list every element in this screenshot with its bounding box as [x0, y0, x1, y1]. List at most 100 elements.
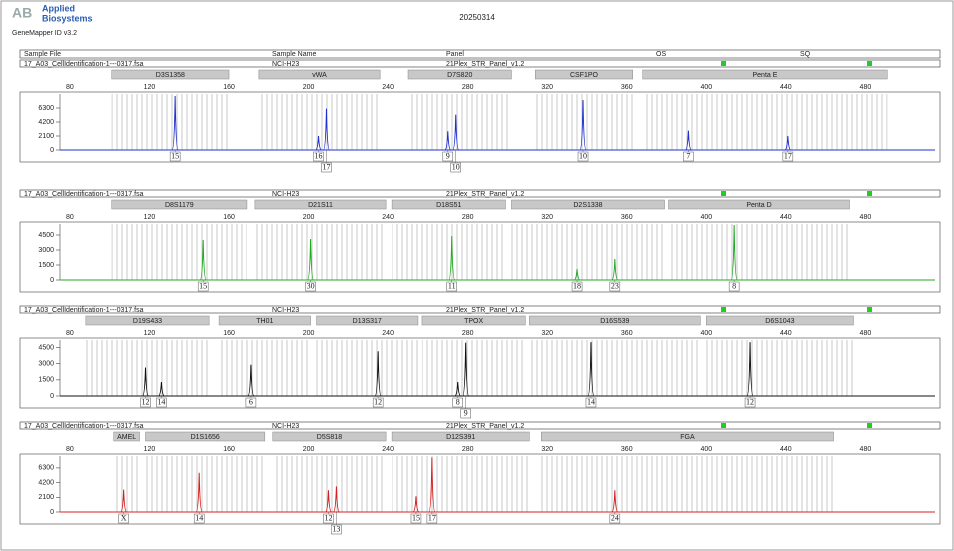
peak: [374, 351, 382, 397]
bin-area: [421, 340, 526, 396]
x-tick-label: 120: [144, 330, 156, 337]
bin-area: [254, 224, 387, 280]
info-row: [19, 421, 941, 430]
marker-name: TH01: [256, 318, 273, 325]
plot-frame: [19, 453, 941, 525]
allele-label: 10: [452, 162, 460, 171]
bin-area: [642, 94, 888, 150]
allele-box: [426, 513, 438, 524]
peak: [611, 258, 619, 281]
column-header: Sample Name: [272, 51, 316, 58]
x-tick-label: 320: [541, 446, 553, 453]
marker-name: D21S11: [308, 202, 333, 209]
marker-bar: [421, 315, 526, 326]
y-tick-label: 2100: [38, 133, 54, 140]
marker-bar: [668, 199, 850, 210]
peak: [325, 490, 332, 513]
marker-name: D18S51: [436, 202, 461, 209]
allele-box: [460, 408, 471, 419]
peak: [746, 342, 754, 397]
x-tick-label: 160: [223, 214, 235, 221]
status-sq: [867, 423, 872, 428]
bin-area: [85, 340, 210, 396]
allele-label: 17: [428, 513, 436, 522]
bin-area: [535, 94, 633, 150]
x-tick-label: 440: [780, 214, 792, 221]
y-tick-label: 4200: [38, 479, 54, 486]
y-tick-label: 0: [50, 147, 54, 154]
bin-area: [511, 224, 665, 280]
date: 20250314: [459, 13, 495, 22]
allele-label: 30: [307, 281, 315, 290]
allele-label: 15: [412, 513, 420, 522]
marker-name: Penta D: [746, 202, 771, 209]
allele-label: 11: [448, 281, 456, 290]
x-tick-label: 440: [780, 84, 792, 91]
peak: [579, 99, 587, 151]
info-row: [19, 59, 941, 68]
x-tick-label: 320: [541, 214, 553, 221]
peak: [611, 490, 619, 513]
marker-bar: [535, 69, 633, 80]
x-tick-label: 280: [462, 446, 474, 453]
allele-box: [331, 524, 342, 535]
bin-area: [668, 224, 850, 280]
info-row: [19, 305, 941, 314]
marker-name: FGA: [680, 434, 695, 441]
marker-bar: [706, 315, 854, 326]
allele-label: 6: [249, 397, 253, 406]
y-tick-label: 1500: [38, 377, 54, 384]
peak: [685, 130, 692, 151]
y-tick-label: 6300: [38, 105, 54, 112]
x-tick-label: 400: [700, 84, 712, 91]
marker-bar: [113, 431, 140, 442]
x-tick-label: 480: [860, 330, 872, 337]
allele-box: [410, 513, 422, 524]
y-tick-label: 0: [50, 393, 54, 400]
allele-label: 14: [195, 513, 203, 522]
bin-area: [706, 340, 854, 396]
peak: [332, 486, 340, 513]
x-tick-label: 80: [66, 446, 74, 453]
marker-bar: [511, 199, 665, 210]
panel-name: 21Plex_STR_Panel_v1.2: [446, 61, 524, 68]
marker-bar: [642, 69, 888, 80]
x-tick-label: 160: [223, 330, 235, 337]
logo-mark: AB: [12, 5, 32, 21]
allele-box: [442, 151, 454, 162]
allele-label: 14: [587, 397, 595, 406]
peak: [171, 95, 179, 151]
sample-file: 17_A03_CellIdentification-1---0317.fsa: [24, 191, 144, 198]
allele-box: [140, 397, 151, 408]
marker-name: TPOX: [464, 318, 483, 325]
allele-box: [446, 281, 458, 292]
column-header: SQ: [800, 51, 811, 58]
sample-file: 17_A03_CellIdentification-1---0317.fsa: [24, 307, 144, 314]
status-os: [721, 191, 726, 196]
marker-name: D16S539: [600, 318, 629, 325]
allele-box: [313, 151, 324, 162]
software: GeneMapper ID v3.2: [12, 30, 77, 37]
allele-label: 12: [746, 397, 754, 406]
allele-label: 12: [374, 397, 382, 406]
marker-name: Penta E: [753, 72, 778, 79]
allele-box: [571, 281, 583, 292]
allele-box: [245, 397, 257, 408]
marker-name: D8S1179: [165, 202, 194, 209]
peak: [730, 224, 738, 281]
sample-file: 17_A03_CellIdentification-1---0317.fsa: [24, 423, 144, 430]
bin-area: [408, 94, 512, 150]
panel-name: 21Plex_STR_Panel_v1.2: [446, 423, 524, 430]
marker-name: D13S317: [353, 318, 382, 325]
bin-area: [258, 94, 381, 150]
allele-box: [321, 162, 332, 173]
x-tick-label: 200: [303, 446, 315, 453]
bin-area: [541, 456, 834, 512]
allele-label: 16: [315, 151, 323, 160]
marker-bar: [145, 431, 266, 442]
peak: [322, 108, 330, 151]
allele-label: 18: [573, 281, 581, 290]
x-tick-label: 160: [223, 446, 235, 453]
allele-box: [118, 513, 129, 524]
